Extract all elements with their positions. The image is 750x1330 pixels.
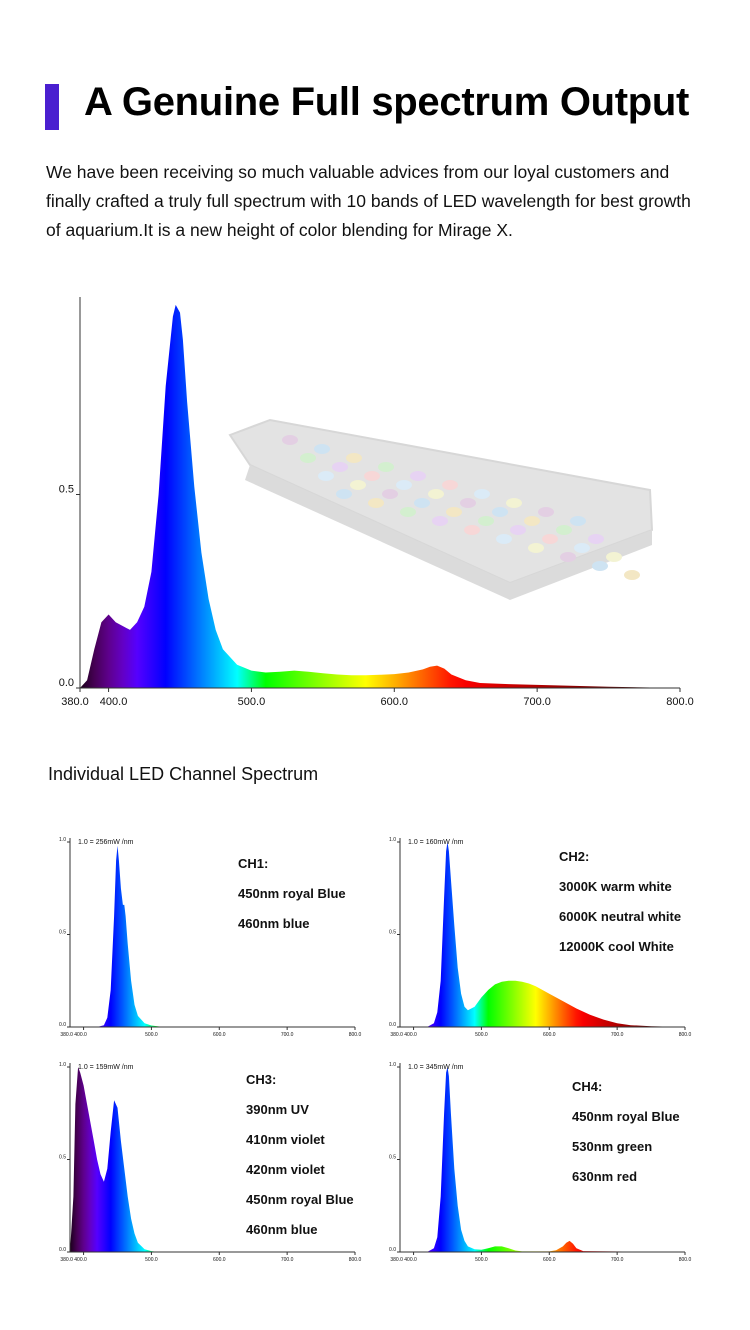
ch3-spectrum-chart: 0.0 0.5 1.0 380.0 400.0 500.0 600.0 700.0 800.0… <box>59 1062 362 1263</box>
unit-label: 1.0 = 159mW /nm <box>78 1064 134 1071</box>
x-tick-label: 380.0 400.0 <box>390 1257 417 1263</box>
y-tick-label: 0.5 <box>59 484 74 496</box>
unit-label: 1.0 = 256mW /nm <box>78 839 134 846</box>
ch3-line-1: 390nm UV <box>246 1102 309 1117</box>
ch1-line-1: 450nm royal Blue <box>238 886 346 901</box>
spectrum-area <box>70 1067 355 1252</box>
y-tick-label: 1.0 <box>389 837 396 843</box>
y-tick-label: 0.0 <box>59 1247 66 1253</box>
y-tick-label: 0.5 <box>59 1155 66 1161</box>
light-fixture-image <box>228 418 654 600</box>
ch2-spectrum-chart: 0.0 0.5 1.0 380.0 400.0 500.0 600.0 700.0 800.0… <box>389 837 692 1038</box>
x-tick-label: 700.0 <box>281 1032 294 1038</box>
ch4-description: CH4: 450nm royal Blue 530nm green 630nm … <box>572 1072 680 1192</box>
x-tick-label: 500.0 <box>145 1257 158 1263</box>
x-tick-label: 600.0 <box>381 696 409 708</box>
unit-label: 1.0 = 345mW /nm <box>408 1064 464 1071</box>
spectrum-area <box>80 304 680 688</box>
ch2-line-1: 3000K warm white <box>559 879 672 894</box>
x-tick-label: 500.0 <box>145 1032 158 1038</box>
y-tick-label: 0.0 <box>389 1247 396 1253</box>
x-tick-label: 600.0 <box>543 1257 556 1263</box>
y-tick-label: 1.0 <box>59 1062 66 1068</box>
x-tick-label: 700.0 <box>523 696 551 708</box>
ch2-line-3: 12000K cool White <box>559 939 674 954</box>
ch2-label: CH2: <box>559 849 590 864</box>
x-tick-label: 380.0 400.0 <box>60 1257 87 1263</box>
ch3-description: CH3: 390nm UV 410nm violet 420nm violet … <box>246 1065 354 1245</box>
x-tick-label: 400.0 <box>100 696 128 708</box>
ch2-line-2: 6000K neutral white <box>559 909 682 924</box>
ch1-description: CH1: 450nm royal Blue 460nm blue <box>238 849 346 939</box>
x-tick-label: 500.0 <box>475 1032 488 1038</box>
ch3-line-3: 420nm violet <box>246 1162 325 1177</box>
ch3-label: CH3: <box>246 1072 277 1087</box>
ch3-line-2: 410nm violet <box>246 1132 325 1147</box>
x-tick-label: 700.0 <box>281 1257 294 1263</box>
title-accent-bar <box>45 84 59 130</box>
ch3-line-4: 450nm royal Blue <box>246 1192 354 1207</box>
ch1-label: CH1: <box>238 856 269 871</box>
ch1-spectrum-chart: 0.0 0.5 1.0 380.0 400.0 500.0 600.0 700.0 800.0… <box>59 837 362 1038</box>
ch4-line-2: 530nm green <box>572 1139 653 1154</box>
x-tick-label: 800.0 <box>679 1257 692 1263</box>
x-tick-label: 800.0 <box>666 696 694 708</box>
y-tick-label: 1.0 <box>59 837 66 843</box>
y-tick-label: 0.0 <box>59 677 74 689</box>
x-tick-label: 800.0 <box>349 1257 362 1263</box>
x-tick-label: 800.0 <box>679 1032 692 1038</box>
x-tick-label: 500.0 <box>475 1257 488 1263</box>
x-tick-label: 700.0 <box>611 1032 624 1038</box>
spectrum-area <box>70 845 355 1027</box>
ch3-line-5: 460nm blue <box>246 1222 318 1237</box>
ch4-line-1: 450nm royal Blue <box>572 1109 680 1124</box>
full-spectrum-chart: 380.0 400.0 500.0 600.0 700.0 800.0 0.0 0.5 <box>59 297 694 708</box>
x-tick-label: 600.0 <box>213 1032 226 1038</box>
x-tick-label: 600.0 <box>543 1032 556 1038</box>
ch2-description: CH2: 3000K warm white 6000K neutral whit… <box>559 842 681 962</box>
unit-label: 1.0 = 160mW /nm <box>408 839 464 846</box>
ch1-line-2: 460nm blue <box>238 916 310 931</box>
y-tick-label: 0.5 <box>389 930 396 936</box>
y-tick-label: 0.0 <box>59 1022 66 1028</box>
x-tick-label: 800.0 <box>349 1032 362 1038</box>
x-tick-label: 500.0 <box>238 696 266 708</box>
x-tick-label: 600.0 <box>213 1257 226 1263</box>
spectrum-area <box>400 842 685 1027</box>
x-tick-label: 380.0 400.0 <box>60 1032 87 1038</box>
x-tick-label: 700.0 <box>611 1257 624 1263</box>
x-tick-label: 380.0 400.0 <box>390 1032 417 1038</box>
ch4-label: CH4: <box>572 1079 603 1094</box>
page-title: A Genuine Full spectrum Output <box>84 80 690 124</box>
y-tick-label: 0.5 <box>59 930 66 936</box>
channel-section-title: Individual LED Channel Spectrum <box>48 764 319 784</box>
ch4-spectrum-chart: 0.0 0.5 1.0 380.0 400.0 500.0 600.0 700.0 800.0… <box>389 1062 692 1263</box>
y-tick-label: 1.0 <box>389 1062 396 1068</box>
x-tick-label: 380.0 <box>61 696 89 708</box>
y-tick-label: 0.0 <box>389 1022 396 1028</box>
intro-paragraph: We have been receiving so much valuable … <box>46 162 691 240</box>
y-tick-label: 0.5 <box>389 1155 396 1161</box>
ch4-line-3: 630nm red <box>572 1169 638 1184</box>
